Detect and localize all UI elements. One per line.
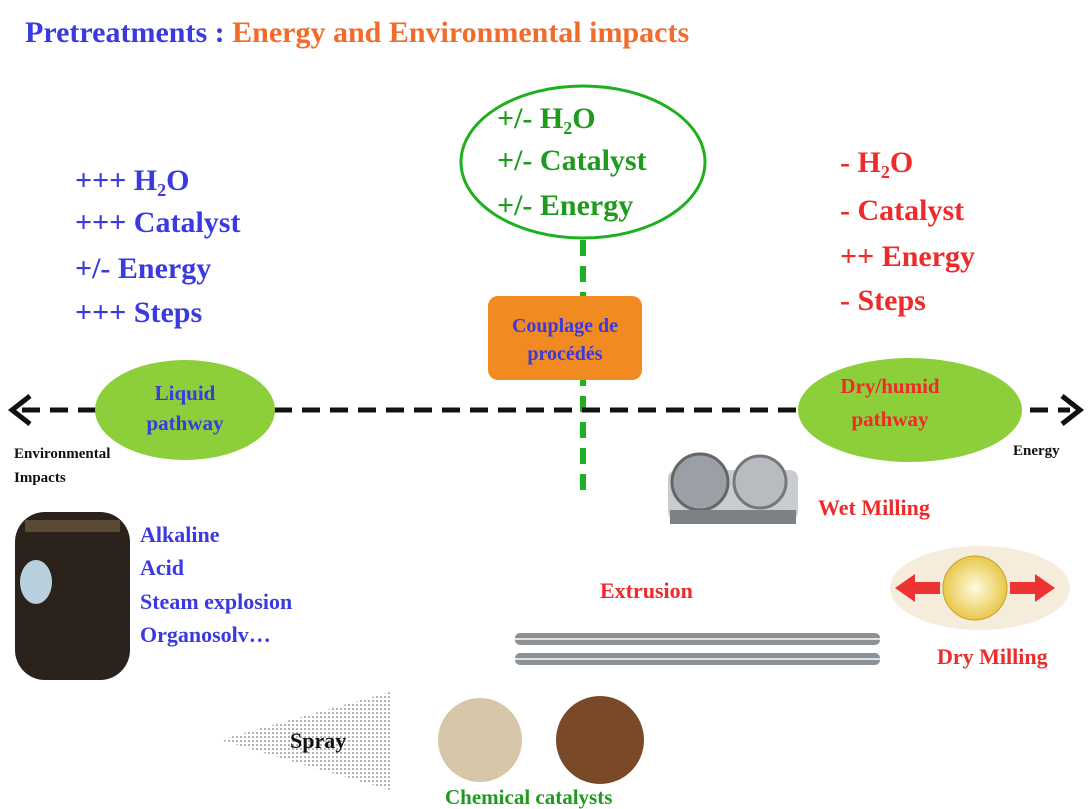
axis-label: Energy <box>1013 443 1060 459</box>
list-item: +/- Catalyst <box>497 144 647 177</box>
right-list: - H₂O - Catalyst ++ Energy - Steps <box>840 146 975 317</box>
axis-label: Impacts <box>14 470 66 486</box>
box-label: procédés <box>527 343 602 365</box>
liquid-pathway-node <box>95 360 275 460</box>
method-label: Wet Milling <box>818 495 930 520</box>
method-label: Extrusion <box>600 578 693 603</box>
list-item: - H₂O <box>840 146 913 179</box>
extruder-image <box>515 633 880 665</box>
catalyst-label: Chemical catalysts <box>445 785 612 809</box>
list-item: +++ Steps <box>75 296 202 329</box>
list-item: - Steps <box>840 284 926 317</box>
node-label: Dry/humid <box>840 374 940 398</box>
list-item: +/- Energy <box>497 189 633 222</box>
title: Pretreatments : Energy and Environmental… <box>25 16 689 49</box>
dry-mill-image <box>890 546 1070 630</box>
spray-label: Spray <box>290 728 346 753</box>
node-label: pathway <box>146 411 224 435</box>
method-item: Acid <box>140 555 184 580</box>
method-label: Dry Milling <box>937 644 1048 669</box>
coupling-box <box>488 296 642 380</box>
box-label: Couplage de <box>512 315 618 337</box>
axis-label: Environmental <box>14 446 110 462</box>
list-item: +++ H₂O <box>75 164 189 197</box>
method-item: Organosolv… <box>140 622 271 647</box>
list-item: ++ Energy <box>840 240 975 273</box>
list-item: +/- H₂O <box>497 102 596 135</box>
node-label: Liquid <box>155 381 216 405</box>
catalyst-image <box>438 698 522 782</box>
beaker-image <box>15 512 130 680</box>
wet-mill-image <box>668 454 798 524</box>
diagram: Pretreatments : Energy and Environmental… <box>0 0 1091 809</box>
catalyst-image <box>556 696 644 784</box>
method-item: Alkaline <box>140 522 220 547</box>
list-item: - Catalyst <box>840 194 964 227</box>
method-item: Steam explosion <box>140 589 292 614</box>
list-item: +++ Catalyst <box>75 206 240 239</box>
node-label: pathway <box>851 407 929 431</box>
list-item: +/- Energy <box>75 252 211 285</box>
left-list: +++ H₂O +++ Catalyst +/- Energy +++ Step… <box>75 164 240 329</box>
